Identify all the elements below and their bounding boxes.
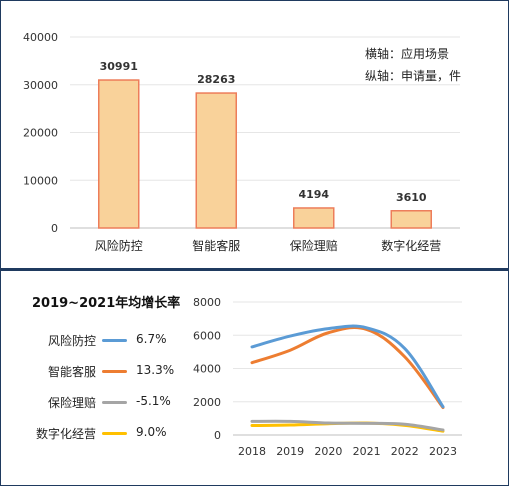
x-tick-label: 2020 bbox=[314, 445, 342, 458]
legend-label: 风险防控 bbox=[47, 334, 96, 348]
legend-item: 数字化经营 9.0% bbox=[0, 423, 200, 443]
y-tick-label: 4000 bbox=[193, 363, 221, 376]
y-tick-label: 0 bbox=[214, 429, 221, 442]
bar-chart: 0 10000 20000 30000 40000 30991 风险防控 28263 智能客服 4… bbox=[23, 31, 460, 253]
x-tick-label: 2018 bbox=[238, 445, 266, 458]
y-axis-note: 纵轴：申请量，件 bbox=[365, 69, 462, 83]
bar-value-label: 30991 bbox=[100, 60, 138, 73]
y-tick-label: 2000 bbox=[193, 396, 221, 409]
y-tick-label: 30000 bbox=[23, 79, 58, 92]
legend-swatch bbox=[102, 370, 127, 373]
legend-label: 保险理赔 bbox=[47, 396, 96, 410]
x-category-label: 保险理赔 bbox=[290, 238, 338, 253]
y-tick-label: 6000 bbox=[193, 329, 221, 342]
legend-growth-rate: 9.0% bbox=[136, 425, 167, 439]
x-axis-note: 横轴：应用场景 bbox=[365, 47, 450, 61]
legend-item: 风险防控 6.7% bbox=[0, 330, 200, 350]
bar-value-label: 28263 bbox=[197, 73, 235, 86]
bar bbox=[293, 207, 335, 229]
x-category-label: 数字化经营 bbox=[381, 238, 441, 253]
series-line bbox=[250, 419, 445, 432]
legend-growth-rate: -5.1% bbox=[136, 394, 171, 408]
x-category-label: 智能客服 bbox=[192, 238, 240, 253]
x-tick-label: 2021 bbox=[353, 445, 381, 458]
y-tick-label: 10000 bbox=[23, 174, 58, 187]
legend-growth-rate: 13.3% bbox=[136, 363, 175, 377]
x-category-label: 风险防控 bbox=[95, 238, 143, 253]
bar bbox=[390, 210, 432, 229]
growth-rate-title: 2019~2021年均增长率 bbox=[32, 296, 181, 311]
bar-value-label: 4194 bbox=[298, 188, 329, 201]
legend-label: 智能客服 bbox=[47, 365, 96, 379]
legend-swatch bbox=[102, 432, 127, 435]
y-tick-label: 20000 bbox=[23, 127, 58, 140]
series-line bbox=[250, 324, 445, 409]
x-tick-label: 2023 bbox=[429, 445, 457, 458]
bar-value-label: 3610 bbox=[396, 191, 427, 204]
legend-label: 数字化经营 bbox=[35, 427, 96, 441]
bar bbox=[98, 79, 140, 229]
bar bbox=[195, 92, 237, 229]
x-tick-label: 2022 bbox=[391, 445, 419, 458]
legend-growth-rate: 6.7% bbox=[136, 332, 167, 346]
legend-item: 智能客服 13.3% bbox=[0, 361, 200, 381]
y-tick-label: 0 bbox=[51, 222, 58, 235]
series-line bbox=[250, 326, 445, 410]
legend-swatch bbox=[102, 339, 127, 342]
x-tick-label: 2019 bbox=[276, 445, 304, 458]
legend-item: 保险理赔 -5.1% bbox=[0, 392, 200, 412]
panel-divider bbox=[0, 268, 509, 271]
legend-swatch bbox=[102, 401, 127, 404]
y-tick-label: 8000 bbox=[193, 296, 221, 309]
y-tick-label: 40000 bbox=[23, 31, 58, 44]
